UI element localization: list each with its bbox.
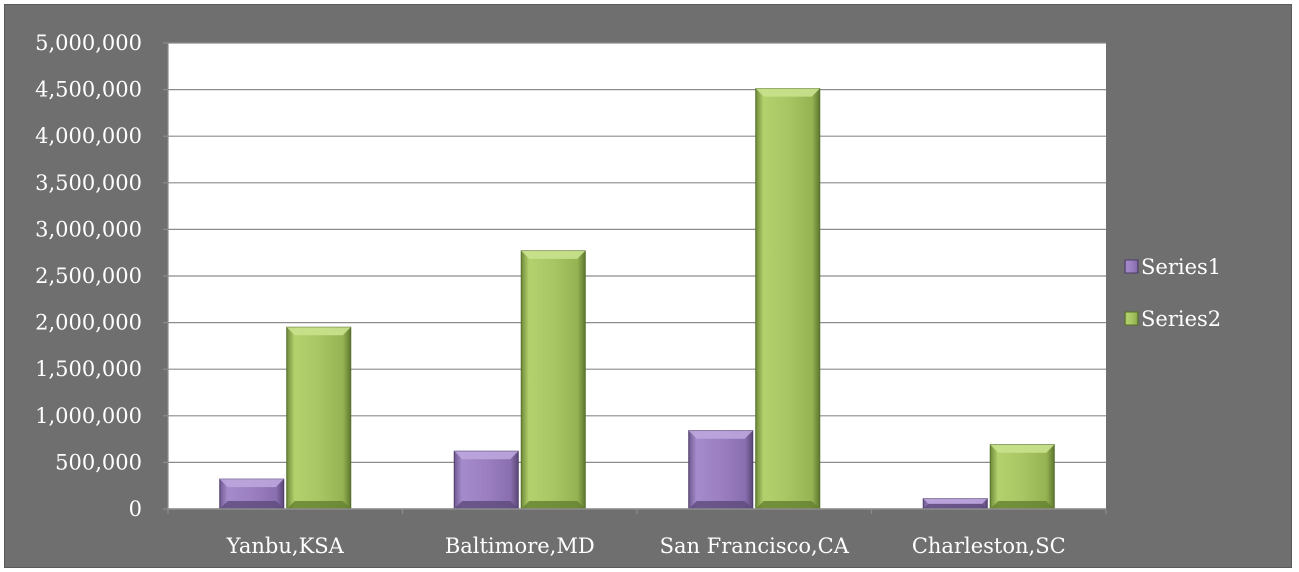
bar-series2-1 <box>520 250 586 510</box>
x-tick-label: Baltimore,MD <box>445 534 595 558</box>
bar-series2-2 <box>755 88 821 510</box>
bar-body <box>688 430 754 510</box>
legend-swatch <box>1124 259 1139 274</box>
bar-bevel-bottom <box>755 501 820 509</box>
bar-series1-1 <box>453 450 519 510</box>
bar-body <box>286 326 352 510</box>
legend-swatch <box>1124 311 1139 326</box>
bar-bevel-bottom <box>454 501 519 509</box>
x-tick-label: San Francisco,CA <box>660 534 850 558</box>
y-tick-label: 1,500,000 <box>35 357 142 381</box>
bar-series2-0 <box>286 326 352 510</box>
y-tick-label: 3,500,000 <box>35 171 142 195</box>
bar-bevel-bottom <box>688 501 753 509</box>
bars <box>219 88 1055 510</box>
y-tick-label: 500,000 <box>55 450 142 474</box>
y-tick-label: 4,000,000 <box>35 124 142 148</box>
bar-series1-0 <box>219 478 285 510</box>
bar-bevel-bottom <box>521 501 586 509</box>
y-tick-label: 4,500,000 <box>35 78 142 102</box>
bar-body <box>989 444 1055 510</box>
bar-series1-3 <box>922 498 988 510</box>
y-tick-label: 1,000,000 <box>35 404 142 428</box>
bar-body <box>453 450 519 510</box>
x-axis: Yanbu,KSA Baltimore,MD San Francisco,CA Cha… <box>167 508 1107 558</box>
bar-bevel-bottom <box>923 503 988 509</box>
y-axis: 0 500,000 1,000,000 1,500,000 2,000,000 2,500… <box>35 31 169 521</box>
bar-body <box>520 250 586 510</box>
bar-bevel-top <box>990 444 1055 453</box>
y-tick-label: 3,000,000 <box>35 217 142 241</box>
bar-bevel-top <box>286 327 351 336</box>
x-tick-label: Yanbu,KSA <box>226 534 345 558</box>
bar-bevel-top <box>923 498 988 504</box>
bar-bevel-top <box>454 451 519 460</box>
legend-label: Series2 <box>1141 307 1221 331</box>
bar-bevel-bottom <box>286 501 351 509</box>
gridlines <box>168 42 1106 510</box>
bar-body <box>755 88 821 510</box>
legend-label: Series1 <box>1141 255 1221 279</box>
bar-bevel-bottom <box>990 501 1055 509</box>
bar-bevel-top <box>219 479 284 488</box>
bar-series1-2 <box>688 430 754 510</box>
bar-bevel-bottom <box>219 501 284 509</box>
y-tick-label: 2,000,000 <box>35 311 142 335</box>
bar-bevel-top <box>688 430 753 439</box>
bar-bevel-top <box>521 250 586 259</box>
y-tick-label: 2,500,000 <box>35 264 142 288</box>
y-tick-label: 0 <box>129 497 142 521</box>
bar-bevel-top <box>755 88 820 97</box>
x-tick-label: Charleston,SC <box>912 534 1066 558</box>
bar-series2-3 <box>989 444 1055 510</box>
y-tick-label: 5,000,000 <box>35 31 142 55</box>
legend: Series1 Series2 <box>1124 255 1221 331</box>
legend-item-series1: Series1 <box>1124 255 1221 279</box>
legend-item-series2: Series2 <box>1124 307 1221 331</box>
